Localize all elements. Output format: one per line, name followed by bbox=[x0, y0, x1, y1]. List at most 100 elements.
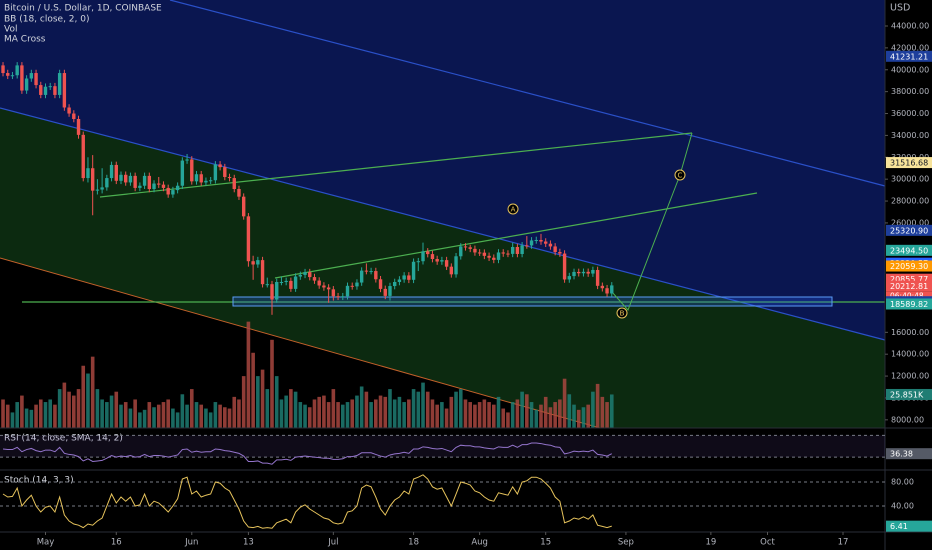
candle-body bbox=[57, 73, 62, 95]
candle-body bbox=[105, 178, 109, 188]
rsi-band bbox=[0, 435, 885, 458]
stoch-tag-bg bbox=[886, 520, 932, 532]
candle-body bbox=[204, 180, 208, 183]
volume-bar bbox=[440, 402, 444, 428]
volume-bar bbox=[29, 409, 34, 428]
volume-bar bbox=[317, 396, 321, 428]
volume-tag: 25.851K bbox=[890, 390, 924, 399]
volume-bar bbox=[458, 389, 463, 428]
volume-bar bbox=[72, 395, 76, 428]
volume-bar bbox=[491, 404, 496, 428]
volume-bar bbox=[336, 402, 340, 428]
candle-body bbox=[383, 288, 387, 296]
volume-tag-bg bbox=[886, 388, 932, 400]
candle-body bbox=[100, 187, 104, 190]
candle-body bbox=[416, 261, 420, 263]
volume-bar bbox=[119, 404, 123, 428]
candle-body bbox=[270, 284, 274, 300]
volume-bar bbox=[449, 396, 454, 428]
volume-bar bbox=[487, 402, 491, 428]
candle-body bbox=[567, 276, 571, 280]
candle-body bbox=[468, 247, 472, 249]
volume-bar bbox=[218, 404, 222, 428]
volume-bar bbox=[364, 391, 369, 428]
volume-bar bbox=[100, 399, 104, 428]
candle-body bbox=[251, 261, 255, 265]
volume-bar bbox=[392, 399, 397, 428]
candle-body bbox=[388, 286, 392, 296]
volume-bar bbox=[506, 412, 510, 428]
volume-bar bbox=[444, 408, 449, 428]
volume-bar bbox=[548, 407, 553, 428]
candle-body bbox=[430, 254, 435, 260]
price-tag-bg bbox=[886, 273, 932, 285]
x-tick-label: Oct bbox=[760, 538, 775, 548]
volume-bar bbox=[109, 395, 114, 428]
volume-bar bbox=[289, 389, 293, 428]
candle-body bbox=[477, 252, 482, 254]
volume-bar bbox=[411, 389, 416, 428]
candle-body bbox=[213, 164, 218, 181]
volume-bar bbox=[567, 394, 572, 428]
candle-body bbox=[459, 246, 463, 257]
volume-bar bbox=[152, 407, 156, 428]
candle-body bbox=[86, 168, 90, 179]
candle-body bbox=[336, 296, 340, 298]
candle-body bbox=[515, 246, 520, 254]
volume-bar bbox=[383, 396, 388, 428]
wave-marker bbox=[674, 169, 686, 181]
candle-body bbox=[1, 65, 5, 74]
channel-top bbox=[169, 0, 886, 187]
candle-body bbox=[308, 272, 312, 278]
volume-bar bbox=[260, 369, 265, 428]
candle-body bbox=[62, 73, 67, 108]
candle-body bbox=[435, 259, 439, 262]
candle-body bbox=[119, 174, 123, 181]
y-tick-label: 16000.00 bbox=[891, 328, 929, 337]
y-tick-label: 42000.00 bbox=[891, 43, 929, 52]
volume-bar bbox=[161, 402, 166, 428]
candle-body bbox=[326, 287, 331, 290]
candle-body bbox=[114, 164, 118, 181]
volume-bar bbox=[591, 391, 595, 428]
volume-bar bbox=[133, 399, 137, 428]
candle-body bbox=[199, 174, 203, 183]
x-tick-label: May bbox=[37, 538, 55, 548]
volume-bar bbox=[34, 404, 38, 428]
volume-bar bbox=[529, 402, 534, 428]
volume-bar bbox=[501, 408, 506, 428]
volume-bar bbox=[510, 402, 515, 428]
y-tick-label: 8000.00 bbox=[891, 415, 924, 424]
volume-bar bbox=[454, 391, 458, 428]
volume-bar bbox=[534, 409, 539, 428]
volume-bar bbox=[605, 402, 609, 428]
candle-body bbox=[147, 175, 152, 190]
volume-bar bbox=[156, 404, 161, 428]
volume-bar bbox=[62, 382, 67, 428]
candle-body bbox=[29, 73, 34, 79]
candle-body bbox=[223, 167, 227, 177]
candle-body bbox=[20, 65, 24, 91]
zone-box bbox=[232, 296, 833, 307]
candle-body bbox=[39, 85, 43, 95]
volume-bar bbox=[10, 412, 15, 428]
volume-bar bbox=[515, 399, 520, 428]
volume-bar bbox=[199, 404, 204, 428]
candle-body bbox=[374, 271, 378, 280]
volume-bar bbox=[525, 394, 529, 428]
volume-bar bbox=[421, 382, 425, 428]
volume-bar bbox=[326, 402, 331, 428]
rsi-tag: 36.38 bbox=[890, 450, 913, 459]
volume-bar bbox=[576, 409, 581, 428]
candle-body bbox=[161, 184, 166, 188]
candle-body bbox=[48, 86, 52, 88]
rsi-tag-bg bbox=[886, 448, 932, 460]
candle-body bbox=[171, 190, 175, 195]
volume-bar bbox=[477, 402, 482, 428]
volume-bar bbox=[558, 399, 562, 428]
candle-body bbox=[421, 251, 425, 262]
volume-bar bbox=[496, 396, 501, 428]
volume-bar bbox=[482, 399, 487, 428]
candle-body bbox=[190, 159, 194, 182]
candle-body bbox=[331, 289, 336, 297]
